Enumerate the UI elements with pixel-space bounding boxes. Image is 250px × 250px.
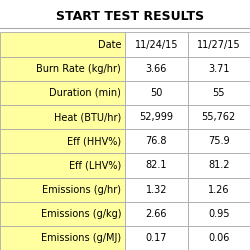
Bar bbox=[125, 226, 188, 250]
Bar bbox=[0, 57, 125, 81]
Text: 75.9: 75.9 bbox=[208, 136, 230, 146]
Bar bbox=[0, 129, 125, 153]
Text: 1.26: 1.26 bbox=[208, 184, 230, 194]
Bar bbox=[125, 81, 188, 105]
Bar bbox=[125, 105, 188, 129]
Bar bbox=[0, 226, 125, 250]
Text: Date: Date bbox=[98, 40, 121, 50]
Bar bbox=[0, 0, 250, 28]
Text: 0.06: 0.06 bbox=[208, 233, 230, 243]
Text: Burn Rate (kg/hr): Burn Rate (kg/hr) bbox=[36, 64, 121, 74]
Text: 0.95: 0.95 bbox=[208, 209, 230, 219]
Text: Emissions (g/MJ): Emissions (g/MJ) bbox=[41, 233, 121, 243]
Text: Eff (LHV%): Eff (LHV%) bbox=[69, 160, 121, 170]
Bar bbox=[0, 178, 125, 202]
Text: Eff (HHV%): Eff (HHV%) bbox=[67, 136, 121, 146]
Bar bbox=[125, 129, 188, 153]
Bar bbox=[188, 202, 250, 226]
Bar bbox=[125, 202, 188, 226]
Text: 1.32: 1.32 bbox=[146, 184, 167, 194]
Text: 2.66: 2.66 bbox=[146, 209, 167, 219]
Bar bbox=[0, 81, 125, 105]
Bar bbox=[188, 105, 250, 129]
Bar bbox=[188, 178, 250, 202]
Text: 55: 55 bbox=[212, 88, 225, 98]
Text: 3.66: 3.66 bbox=[146, 64, 167, 74]
Bar bbox=[125, 153, 188, 178]
Text: 81.2: 81.2 bbox=[208, 160, 230, 170]
Bar bbox=[0, 202, 125, 226]
Text: 76.8: 76.8 bbox=[146, 136, 167, 146]
Text: 55,762: 55,762 bbox=[202, 112, 236, 122]
Bar bbox=[188, 81, 250, 105]
Text: Emissions (g/hr): Emissions (g/hr) bbox=[42, 184, 121, 194]
Bar bbox=[125, 57, 188, 81]
Bar bbox=[188, 32, 250, 57]
Text: START TEST RESULTS: START TEST RESULTS bbox=[56, 10, 204, 23]
Text: Heat (BTU/hr): Heat (BTU/hr) bbox=[54, 112, 121, 122]
Bar bbox=[0, 32, 125, 57]
Text: 3.71: 3.71 bbox=[208, 64, 230, 74]
Bar bbox=[188, 57, 250, 81]
Text: Duration (min): Duration (min) bbox=[50, 88, 121, 98]
Text: 11/27/15: 11/27/15 bbox=[197, 40, 240, 50]
Bar bbox=[0, 153, 125, 178]
Bar bbox=[125, 178, 188, 202]
Text: 52,999: 52,999 bbox=[139, 112, 173, 122]
Text: Emissions (g/kg): Emissions (g/kg) bbox=[41, 209, 121, 219]
Bar bbox=[188, 226, 250, 250]
Text: 11/24/15: 11/24/15 bbox=[134, 40, 178, 50]
Bar bbox=[188, 129, 250, 153]
Bar bbox=[0, 105, 125, 129]
Text: 82.1: 82.1 bbox=[146, 160, 167, 170]
Text: 50: 50 bbox=[150, 88, 162, 98]
Bar bbox=[125, 32, 188, 57]
Bar bbox=[188, 153, 250, 178]
Text: 0.17: 0.17 bbox=[146, 233, 167, 243]
